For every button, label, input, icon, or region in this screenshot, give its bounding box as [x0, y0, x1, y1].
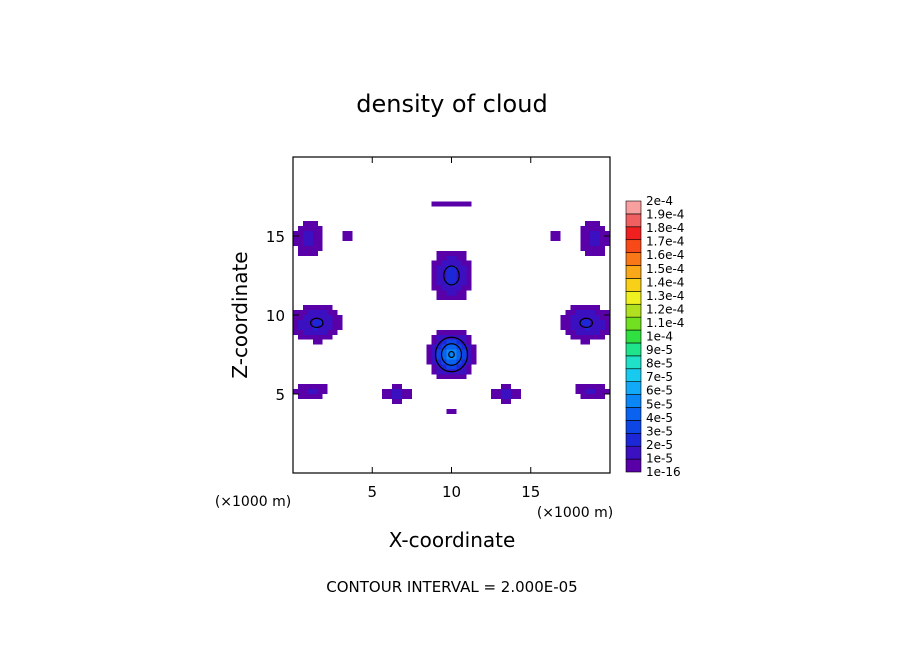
contour-interval-footer: CONTOUR INTERVAL = 2.000E-05 [326, 578, 577, 596]
colorbar-label: 1.7e-4 [646, 235, 684, 249]
x-unit-left: (×1000 m) [215, 494, 291, 510]
colorbar-swatch [625, 394, 642, 408]
colorbar-label: 2e-5 [646, 438, 673, 452]
colorbar-swatch [625, 420, 642, 434]
x-unit-right: (×1000 m) [537, 505, 613, 521]
colorbar-label: 1.1e-4 [646, 316, 684, 330]
colorbar-label: 1.4e-4 [646, 275, 684, 289]
colorbar-label: 1.6e-4 [646, 248, 684, 262]
contour-line [434, 336, 469, 373]
colorbar-swatch [625, 432, 642, 447]
colorbar-swatch [625, 265, 642, 279]
colorbar-swatch [625, 239, 642, 253]
contour-line [579, 317, 594, 329]
x-axis-label: X-coordinate [389, 528, 516, 552]
contour-line [448, 350, 455, 359]
contour-line [443, 265, 460, 286]
colorbar-label: 9e-5 [646, 343, 673, 357]
y-axis-label: Z-coordinate [228, 251, 252, 378]
colorbar-swatch [625, 368, 642, 382]
y-tick-label: 5 [275, 386, 285, 404]
colorbar-swatch [625, 291, 642, 305]
colorbar-label: 6e-5 [646, 384, 673, 398]
x-tick-label: 10 [442, 483, 461, 501]
contour-lines [309, 265, 594, 373]
plot-area [292, 156, 611, 474]
colorbar-swatch [625, 278, 642, 292]
colorbar-label: 1e-16 [646, 465, 681, 479]
colorbar-label: 1.3e-4 [646, 289, 684, 303]
colorbar-swatch [625, 458, 642, 473]
colorbar-swatch [625, 445, 642, 460]
chart-title: density of cloud [356, 90, 547, 118]
colorbar-label: 1e-5 [646, 451, 673, 465]
colorbar: 2e-41.9e-41.8e-41.7e-41.6e-41.5e-41.4e-4… [625, 194, 684, 479]
density-field [293, 157, 610, 473]
colorbar-swatch [625, 200, 642, 215]
colorbar-swatch [625, 381, 642, 395]
y-tick-label: 15 [266, 228, 285, 246]
colorbar-label: 1e-4 [646, 330, 673, 344]
colorbar-label: 3e-5 [646, 424, 673, 438]
y-tick-label: 10 [266, 307, 285, 325]
x-tick-label: 15 [521, 483, 540, 501]
contour-line [440, 343, 463, 366]
x-axis: 5 10 15 [367, 157, 540, 501]
contour-line [309, 317, 324, 329]
colorbar-swatch [625, 303, 642, 318]
colorbar-swatch [625, 316, 642, 331]
y-axis: 5 10 15 [266, 228, 610, 404]
colorbar-swatch [625, 329, 642, 344]
colorbar-label: 5e-5 [646, 397, 673, 411]
colorbar-label: 2e-4 [646, 194, 673, 208]
colorbar-label: 8e-5 [646, 357, 673, 371]
colorbar-swatch [625, 407, 642, 421]
colorbar-swatch [625, 226, 642, 241]
colorbar-label: 1.8e-4 [646, 221, 684, 235]
colorbar-swatch [625, 342, 642, 357]
colorbar-swatch [625, 213, 642, 228]
colorbar-label: 4e-5 [646, 411, 673, 425]
colorbar-swatch [625, 252, 642, 266]
colorbar-swatch [625, 355, 642, 370]
colorbar-label: 7e-5 [646, 370, 673, 384]
colorbar-label: 1.2e-4 [646, 302, 684, 316]
colorbar-label: 1.9e-4 [646, 208, 684, 222]
x-tick-label: 5 [367, 483, 377, 501]
colorbar-label: 1.5e-4 [646, 262, 684, 276]
